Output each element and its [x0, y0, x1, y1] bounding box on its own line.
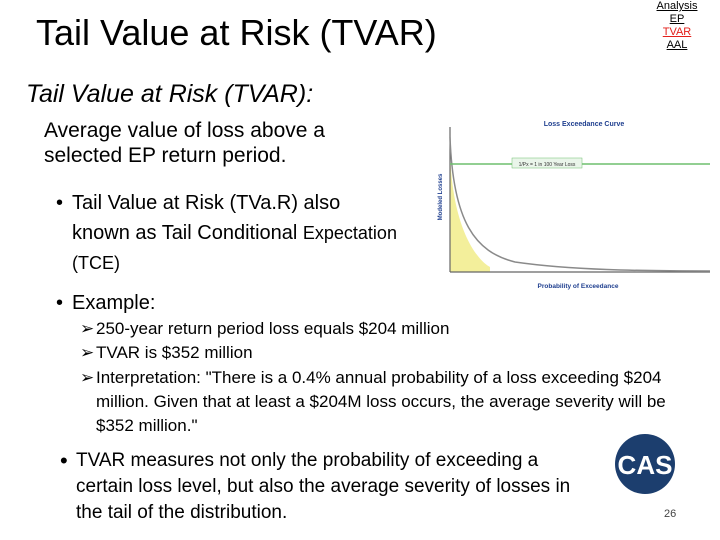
arrow-bullet-icon: ➢ [80, 319, 95, 338]
exceedance-curve [449, 136, 711, 272]
bullet-example: • Example: [56, 288, 156, 318]
sub-bullet-tvar-value: ➢ TVAR is $352 million [80, 341, 253, 365]
chart-title: Loss Exceedance Curve [544, 121, 625, 128]
sub-bullet-return-period: ➢ 250-year return period loss equals $204… [80, 317, 449, 341]
sub-bullet-text-cont: $352 million." [96, 416, 198, 435]
arrow-bullet-icon: ➢ [80, 368, 95, 387]
bullet-dot-icon: • [56, 292, 64, 314]
annotation-box [511, 157, 583, 169]
bullet-text: Example: [72, 292, 156, 314]
y-axis-label: Modeled Losses [438, 173, 444, 220]
annotation-text: 1/Px = 1 in 100 Year Loss [519, 162, 576, 168]
bullet-dot-icon: • [56, 192, 64, 214]
tail-area [450, 142, 490, 272]
arrow-bullet-icon: ➢ [80, 343, 95, 362]
loss-exceedance-chart: 1/Px = 1 in 100 Year Loss Loss Exceedanc… [438, 121, 711, 290]
x-axis-label: Probability of Exceedance [538, 283, 619, 290]
nav-link-tvar[interactable]: TVAR [662, 26, 692, 38]
definition-text: Average value of loss above a selected E… [44, 119, 325, 167]
page-number: 26 [664, 508, 677, 520]
slide-subtitle: Tail Value at Risk (TVAR): [26, 80, 314, 108]
section-nav: Analysis EP TVAR AAL [642, 0, 712, 52]
slide-title: Tail Value at Risk (TVAR) [36, 12, 437, 53]
bullet-text-small: Expectation (TCE) [72, 223, 397, 273]
sub-bullet-text-cont: million. Given that at least a $204M los… [96, 392, 666, 411]
bullet-tvar-measures: • TVAR measures not only the probability… [60, 448, 596, 526]
bullet-tvar-aka: • Tail Value at Risk (TVa.R) also known … [56, 188, 402, 278]
bullet-text: Tail Value at Risk (TVa.R) also known as… [72, 192, 341, 244]
bullet-dot-icon: • [60, 448, 68, 473]
sub-bullet-interpretation: ➢ Interpretation: "There is a 0.4% annual… [80, 366, 666, 438]
nav-link-ep[interactable]: EP [669, 13, 685, 25]
sub-bullet-text: Interpretation: "There is a 0.4% annual … [96, 368, 662, 387]
bullet-text: TVAR measures not only the probability o… [76, 450, 571, 523]
nav-link-aal[interactable]: AAL [666, 39, 688, 51]
sub-bullet-text: TVAR is $352 million [96, 343, 253, 362]
logo-text: CAS [618, 450, 673, 480]
sub-bullet-text: 250-year return period loss equals $204 … [96, 319, 450, 338]
cas-logo: CAS [615, 434, 675, 494]
nav-link-analysis[interactable]: Analysis [656, 0, 698, 12]
